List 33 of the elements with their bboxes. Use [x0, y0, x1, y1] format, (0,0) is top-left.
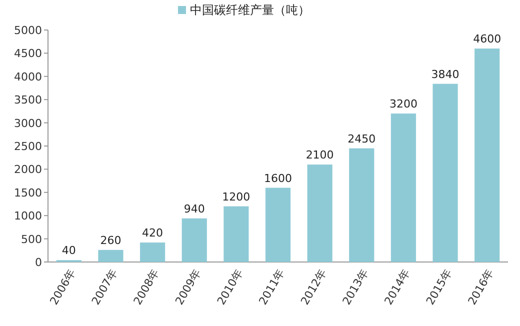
bar: [349, 148, 374, 262]
y-tick-label: 3000: [14, 116, 42, 130]
data-label: 1600: [264, 172, 292, 185]
data-label: 420: [142, 226, 164, 240]
data-label: 260: [100, 234, 122, 247]
bar: [432, 84, 458, 262]
bar: [390, 114, 416, 262]
y-tick-label: 500: [21, 232, 42, 246]
data-label: 940: [184, 202, 205, 216]
bar: [140, 242, 166, 262]
data-label: 4600: [473, 32, 502, 46]
bar: [474, 48, 500, 262]
y-tick-label: 2500: [14, 140, 42, 153]
y-tick-label: 0: [35, 256, 42, 269]
y-tick-label: 4000: [14, 70, 42, 84]
y-tick-label: 1000: [14, 210, 42, 223]
y-tick-label: 4500: [14, 47, 42, 60]
data-label: 2100: [306, 148, 334, 162]
y-tick-label: 3500: [14, 94, 42, 107]
data-label: 2450: [348, 132, 376, 146]
y-tick-label: 2000: [14, 163, 42, 176]
bar: [224, 206, 249, 262]
bar: [265, 188, 291, 262]
data-label: 3840: [431, 68, 460, 81]
data-label: 1200: [222, 190, 250, 204]
bar: [307, 164, 332, 262]
bar: [182, 218, 207, 262]
y-tick-label: 1500: [14, 186, 42, 200]
y-tick-label: 5000: [14, 24, 42, 37]
data-label: 3200: [389, 98, 418, 111]
legend-label: 中国碳纤维产量（吨）: [190, 3, 310, 17]
data-label: 40: [62, 244, 76, 258]
bar: [98, 250, 124, 262]
